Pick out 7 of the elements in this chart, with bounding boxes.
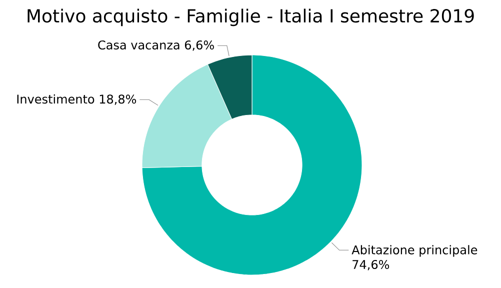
data-label: 6,6% (184, 40, 214, 51)
chart-title: Motivo acquisto - Famiglie - Italia I semestre 2019 (28, 8, 474, 26)
slice-label: Abitazione principale (352, 245, 478, 257)
slice-label: Casa vacanza (98, 40, 180, 50)
data-label: 74,6% (352, 260, 390, 270)
data-label: 18,8% (100, 94, 136, 105)
slice-label: Investimento (17, 94, 94, 104)
